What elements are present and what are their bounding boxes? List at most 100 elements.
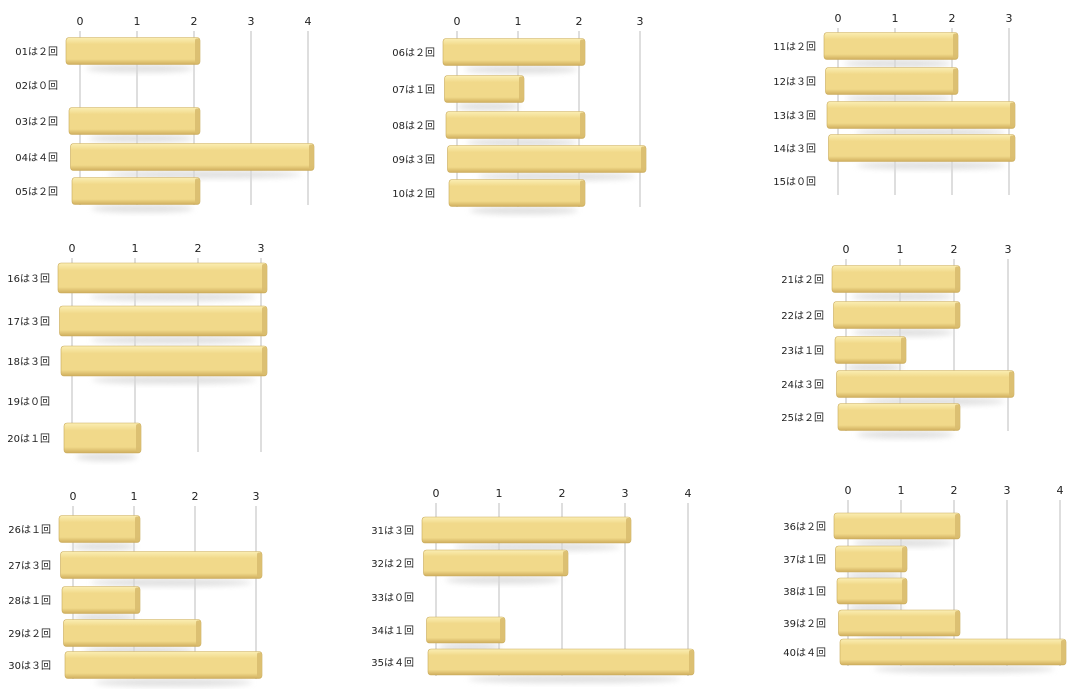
bar <box>60 551 263 579</box>
tick-label: 3 <box>253 490 260 503</box>
category-label: 12は３回 <box>773 76 816 88</box>
category-label: 38は１回 <box>783 586 826 598</box>
tick-label: 3 <box>1006 12 1013 25</box>
tick-label: 1 <box>131 490 138 503</box>
bar-shadow <box>844 59 952 68</box>
bar-shadow <box>873 665 1055 673</box>
tick-label: 3 <box>637 15 644 28</box>
tick-label: 2 <box>195 242 202 255</box>
bar-cap <box>955 266 960 292</box>
category-label: 07は１回 <box>392 84 435 96</box>
bar-cap <box>955 404 960 430</box>
bar-cap <box>953 68 958 94</box>
bar <box>834 336 907 364</box>
tick-label: 4 <box>305 15 312 28</box>
bar <box>442 38 586 66</box>
category-label: 04は４回 <box>15 152 58 164</box>
bar <box>71 177 201 205</box>
chart-panel-3: 0 1 2 3 11は２回 12は３回 13は３回 14は３回 15は０回 <box>773 12 1016 195</box>
tick-label: 0 <box>835 12 842 25</box>
category-label: 34は１回 <box>371 625 414 637</box>
chart-panel-5: 0 1 2 3 21は２回 22は２回 23は１回 24は３回 25は２回 <box>781 243 1015 439</box>
category-label: 28は１回 <box>8 595 51 607</box>
category-label: 23は１回 <box>781 345 824 357</box>
bar-shadow <box>477 172 637 181</box>
category-label: 19は０回 <box>7 396 50 408</box>
bar <box>837 403 961 431</box>
category-label: 10は２回 <box>392 188 435 200</box>
bar-shadow <box>107 170 302 179</box>
category-label: 14は３回 <box>773 143 816 155</box>
bar <box>63 422 142 454</box>
bar-shadow <box>466 138 579 147</box>
category-label: 06は２回 <box>392 47 435 59</box>
bar-cap <box>563 551 568 575</box>
bar-shadow <box>91 204 194 213</box>
bar <box>828 134 1016 162</box>
bar-cap <box>519 76 524 102</box>
bar-shadow <box>852 539 954 547</box>
chart-panel-7: 0 1 2 3 4 31は３回 32は２回 33は０回 34は１回 35は４回 <box>371 487 695 683</box>
category-label: 36は２回 <box>783 521 826 533</box>
category-label: 17は３回 <box>7 316 50 328</box>
bar-cap <box>1010 102 1015 128</box>
tick-label: 1 <box>496 487 503 500</box>
tick-label: 1 <box>515 15 522 28</box>
bar-shadow <box>469 206 579 215</box>
category-label: 16は３回 <box>7 273 50 285</box>
chart-panel-4: 0 1 2 3 16は３回 17は３回 18は３回 19は０回 20は１回 <box>7 242 268 461</box>
bar-cap <box>1009 371 1014 397</box>
tick-label: 0 <box>845 484 852 497</box>
bar <box>70 143 315 171</box>
bar-shadow <box>90 578 252 587</box>
bar-shadow <box>71 542 136 551</box>
bar-cap <box>195 38 200 64</box>
bar-cap <box>580 39 585 65</box>
bar <box>825 67 959 95</box>
bar <box>445 111 586 139</box>
category-label: 35は４回 <box>371 657 414 669</box>
bar-cap <box>641 146 646 172</box>
category-label: 08は２回 <box>392 120 435 132</box>
category-label: 32は２回 <box>371 558 414 570</box>
bar <box>61 586 141 614</box>
tick-label: 0 <box>433 487 440 500</box>
tick-label: 3 <box>248 15 255 28</box>
bar-shadow <box>464 65 578 74</box>
bar-shadow <box>453 543 621 551</box>
bar-cap <box>136 424 141 452</box>
bar-shadow <box>94 678 253 687</box>
bar <box>63 619 202 647</box>
bar-shadow <box>91 376 257 384</box>
category-label: 40は４回 <box>783 647 826 659</box>
bar <box>421 516 632 544</box>
tick-label: 4 <box>685 487 692 500</box>
tick-label: 1 <box>898 484 905 497</box>
bar-cap <box>262 307 267 335</box>
tick-label: 2 <box>576 15 583 28</box>
tick-label: 1 <box>132 242 139 255</box>
bar <box>448 179 586 207</box>
bar-shadow <box>856 161 1006 170</box>
category-label: 01は２回 <box>15 46 58 58</box>
bar <box>426 616 506 644</box>
category-label: 03は２回 <box>15 116 58 128</box>
bar-cap <box>955 514 960 538</box>
bar <box>65 37 201 65</box>
tick-label: 2 <box>191 15 198 28</box>
category-label: 09は３回 <box>392 154 435 166</box>
bar-cap <box>580 112 585 138</box>
bar <box>427 648 695 676</box>
category-label: 18は３回 <box>7 356 50 368</box>
bar-cap <box>902 547 907 571</box>
tick-label: 2 <box>951 243 958 256</box>
bar <box>833 512 961 540</box>
category-label: 13は３回 <box>773 110 816 122</box>
tick-label: 0 <box>70 490 77 503</box>
bar-shadow <box>851 292 954 301</box>
category-label: 27は３回 <box>8 560 51 572</box>
chart-panel-8: 0 1 2 3 4 36は２回 37は１回 38は１回 39は２回 40は４回 <box>783 484 1067 673</box>
bar-shadow <box>90 336 257 344</box>
bar-shadow <box>467 675 681 683</box>
category-label: 30は３回 <box>8 660 51 672</box>
